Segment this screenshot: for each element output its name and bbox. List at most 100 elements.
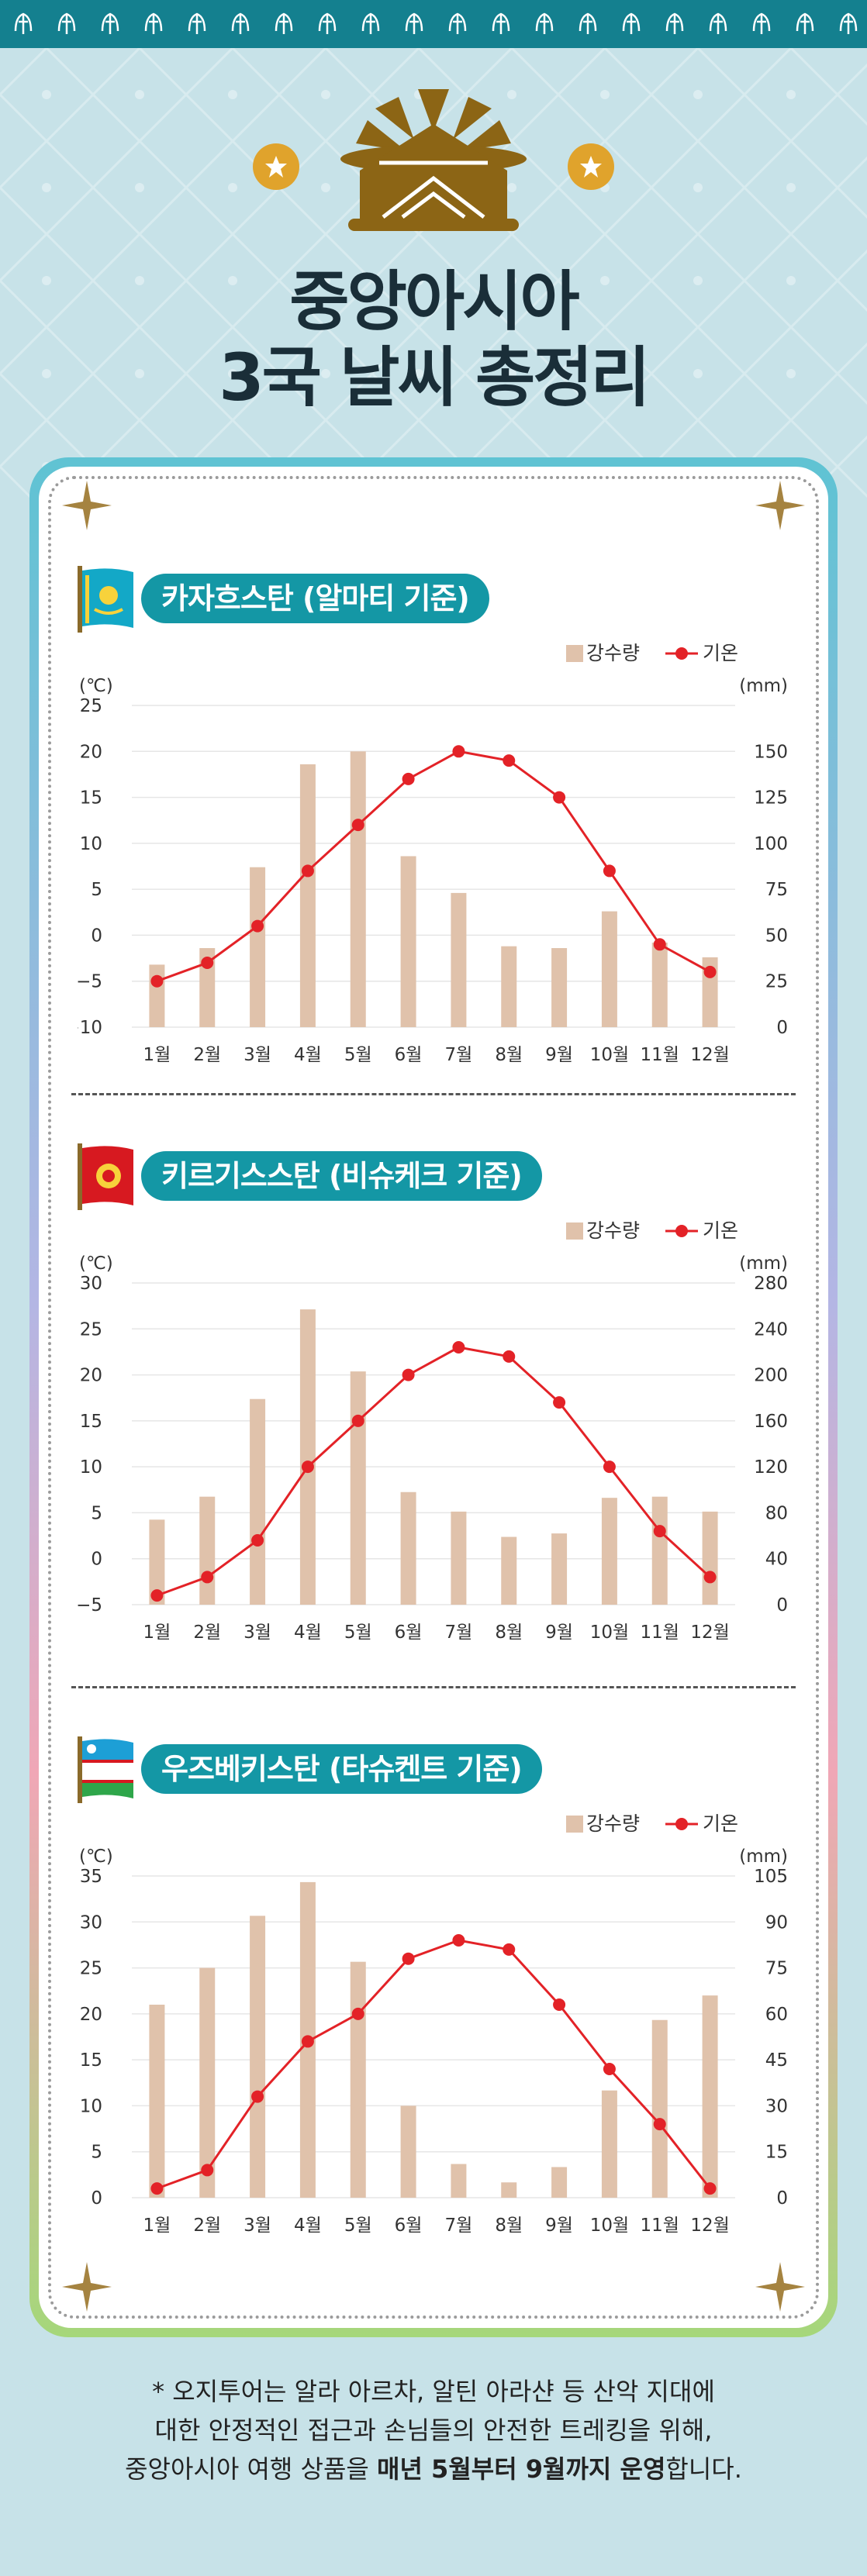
legend-precip-swatch <box>566 1222 583 1240</box>
left-tick-label: 5 <box>91 2143 102 2163</box>
footnote-line3a: 중앙아시아 여행 상품을 <box>125 2454 378 2484</box>
page-title-line2: 3국 날씨 총정리 <box>219 340 651 416</box>
kyrgyzstan-flag-icon <box>78 1143 133 1210</box>
legend-temp-label: 기온 <box>703 1812 738 1835</box>
legend-precip-swatch <box>566 1816 583 1833</box>
x-tick-label: 1월 <box>143 1045 171 1065</box>
right-tick-label: 15 <box>765 2143 788 2163</box>
temp-point <box>351 819 364 832</box>
right-tick-label: 100 <box>754 834 788 854</box>
left-tick-label: 20 <box>80 742 102 762</box>
temp-point <box>452 1341 465 1354</box>
left-tick-label: 25 <box>80 1959 102 1979</box>
temp-point <box>251 2090 264 2103</box>
x-tick-label: 8월 <box>495 1045 523 1065</box>
section-title: 카자흐스탄 (알마티 기준) <box>141 574 489 623</box>
temp-point <box>653 2118 666 2131</box>
legend-precip-label: 강수량 <box>586 1812 640 1835</box>
temp-point <box>301 2035 314 2048</box>
x-tick-label: 7월 <box>445 1045 473 1065</box>
temp-point <box>402 1368 415 1381</box>
top-ornament-band <box>0 0 867 48</box>
x-tick-label: 6월 <box>395 1045 423 1065</box>
precip-bar <box>702 1995 718 2198</box>
legend-temp-label: 기온 <box>703 1219 738 1242</box>
left-tick-label: 10 <box>80 2096 102 2116</box>
section-divider <box>71 1093 796 1095</box>
precip-bar <box>702 1511 718 1605</box>
right-axis-unit: (mm) <box>739 1254 788 1274</box>
sparkle-icon <box>62 481 112 530</box>
x-tick-label: 3월 <box>244 2216 271 2236</box>
left-tick-label: 10 <box>80 1457 102 1478</box>
climate-chart: 강수량기온(℃)(mm)2520151050−5−101501251007550… <box>78 642 788 1065</box>
x-tick-label: 12월 <box>690 1045 729 1065</box>
right-tick-label: 0 <box>776 2188 788 2209</box>
yurt-sun-emblem-icon <box>253 89 614 231</box>
precip-bar <box>350 1961 366 2198</box>
precip-bar <box>501 1536 517 1605</box>
climate-chart: 강수량 기온(℃) (mm)3530252015105010590756045301… <box>79 1812 788 2236</box>
x-tick-label: 5월 <box>344 2216 372 2236</box>
precip-bar <box>400 2105 416 2198</box>
precip-bar <box>199 1496 216 1605</box>
temp-point <box>150 2182 164 2195</box>
footnote-line1: * 오지투어는 알라 아르차, 알틴 아라샨 등 산악 지대에 <box>152 2377 715 2406</box>
x-tick-label: 11월 <box>641 2216 679 2236</box>
temp-point <box>703 1571 717 1584</box>
precip-bar <box>250 867 266 1027</box>
x-tick-label: 3월 <box>244 1623 271 1643</box>
right-tick-label: 60 <box>765 2005 788 2025</box>
temp-point <box>301 864 314 878</box>
x-tick-label: 10월 <box>590 1623 629 1643</box>
precip-bar <box>250 1916 266 2198</box>
temp-point <box>703 965 717 978</box>
temp-point <box>251 919 264 933</box>
footnote-line2: 대한 안정적인 접근과 손님들의 안전한 트레킹을 위해, <box>154 2416 713 2445</box>
temp-point <box>452 745 465 758</box>
x-tick-label: 1월 <box>143 2216 171 2236</box>
left-tick-label: 20 <box>80 2005 102 2025</box>
left-tick-label: −10 <box>78 1018 102 1038</box>
precip-bar <box>299 764 316 1027</box>
precip-bar <box>501 2182 517 2198</box>
right-axis-unit: (mm) <box>739 1847 788 1867</box>
precip-bar <box>350 1371 366 1605</box>
temp-point <box>402 1952 415 1965</box>
left-tick-label: 35 <box>80 1867 102 1887</box>
x-tick-label: 1월 <box>143 1623 171 1643</box>
left-tick-label: 25 <box>80 696 102 716</box>
temp-point <box>150 974 164 988</box>
uzbekistan-flag-icon <box>78 1736 133 1803</box>
temp-point <box>603 864 616 878</box>
sparkle-icon <box>755 2262 805 2312</box>
temp-point <box>251 1534 264 1547</box>
precip-bar <box>501 946 517 1027</box>
sparkle-icon <box>755 481 805 530</box>
precip-bar <box>149 964 165 1027</box>
temp-point <box>201 957 214 969</box>
footnote-highlight: 매년 5월부터 9월까지 운영 <box>377 2454 666 2484</box>
precip-bar <box>551 948 568 1027</box>
left-tick-label: 30 <box>80 1912 102 1933</box>
right-tick-label: 45 <box>765 2050 788 2071</box>
left-tick-label: 5 <box>91 1503 102 1523</box>
temp-point <box>603 2063 616 2075</box>
x-tick-label: 10월 <box>590 1045 629 1065</box>
temp-point <box>503 754 516 767</box>
precip-bar <box>651 1496 668 1605</box>
legend-temp-marker <box>675 1225 688 1237</box>
x-tick-label: 4월 <box>294 1045 322 1065</box>
temp-point <box>452 1934 465 1947</box>
x-tick-label: 9월 <box>545 1045 573 1065</box>
legend-precip-label: 강수량 <box>586 1219 640 1242</box>
temp-point <box>503 1350 516 1363</box>
precip-bar <box>451 2164 467 2198</box>
right-tick-label: 125 <box>754 788 788 809</box>
x-tick-label: 7월 <box>445 2216 473 2236</box>
right-tick-label: 0 <box>776 1595 788 1616</box>
footnote-line3c: 합니다. <box>665 2454 742 2484</box>
left-tick-label: 10 <box>80 834 102 854</box>
section-title: 우즈베키스탄 (타슈켄트 기준) <box>141 1744 542 1794</box>
right-tick-label: 80 <box>765 1503 788 1523</box>
